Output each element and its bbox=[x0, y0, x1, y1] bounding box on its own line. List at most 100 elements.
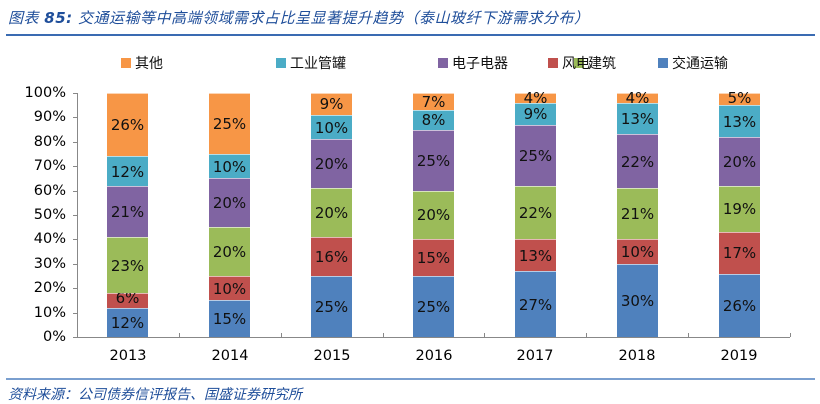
top-divider bbox=[6, 34, 815, 36]
bar-segment: 25% bbox=[209, 93, 250, 154]
bar-segment: 20% bbox=[311, 139, 352, 189]
y-tick-mark bbox=[73, 239, 77, 240]
y-tick-label: 30% bbox=[33, 256, 66, 272]
bar-segment: 23% bbox=[107, 236, 148, 294]
y-tick-mark bbox=[73, 288, 77, 289]
x-tick-mark bbox=[383, 333, 384, 337]
x-tick-label: 2016 bbox=[415, 348, 453, 364]
segment-value-label: 12% bbox=[110, 313, 145, 332]
segment-value-label: 20% bbox=[212, 194, 247, 213]
y-tick-mark bbox=[73, 142, 77, 143]
x-axis-line bbox=[77, 337, 790, 338]
segment-value-label: 22% bbox=[620, 152, 655, 171]
y-tick-label: 60% bbox=[33, 183, 66, 199]
x-tick-mark bbox=[688, 333, 689, 337]
segment-value-label: 9% bbox=[523, 105, 548, 124]
legend-label: 电子电器 bbox=[452, 56, 508, 72]
legend-swatch-icon bbox=[438, 58, 448, 68]
segment-value-label: 25% bbox=[518, 146, 553, 165]
bar-segment: 20% bbox=[413, 190, 454, 240]
segment-value-label: 15% bbox=[416, 249, 451, 268]
legend-label: 风电 bbox=[562, 56, 590, 72]
x-tick-mark bbox=[77, 333, 78, 337]
bar-segment: 13% bbox=[617, 102, 658, 135]
legend-label: 交通运输 bbox=[672, 56, 728, 72]
segment-value-label: 25% bbox=[416, 151, 451, 170]
segment-value-label: 26% bbox=[722, 296, 757, 315]
legend-swatch-icon bbox=[574, 58, 584, 68]
segment-value-label: 21% bbox=[620, 205, 655, 224]
bar-segment: 26% bbox=[719, 273, 760, 337]
y-axis-line bbox=[77, 93, 78, 337]
segment-value-label: 16% bbox=[314, 247, 349, 266]
bar-segment: 16% bbox=[311, 236, 352, 276]
bar-2018: 30% 10% 21% 22% 13% 4% bbox=[617, 0, 658, 404]
bar-segment: 25% bbox=[515, 124, 556, 186]
y-tick-mark bbox=[73, 215, 77, 216]
bar-segment: 21% bbox=[107, 185, 148, 237]
y-tick-label: 10% bbox=[33, 305, 66, 321]
figure-title-prefix: 图表 bbox=[8, 9, 40, 27]
x-tick-mark bbox=[281, 333, 282, 337]
chart-legend: 其他 工业管罐 电子电器 建筑 风电 交通运输 bbox=[0, 53, 820, 73]
segment-value-label: 10% bbox=[620, 243, 655, 262]
y-tick-mark bbox=[73, 337, 77, 338]
y-tick-mark bbox=[73, 313, 77, 314]
segment-value-label: 7% bbox=[421, 93, 446, 112]
bar-segment: 20% bbox=[719, 136, 760, 186]
bar-segment: 25% bbox=[413, 276, 454, 337]
bar-segment: 30% bbox=[617, 263, 658, 337]
x-tick-label: 2014 bbox=[211, 348, 249, 364]
bar-segment: 10% bbox=[209, 276, 250, 301]
legend-swatch-icon bbox=[658, 58, 668, 68]
x-tick-mark bbox=[790, 333, 791, 337]
bar-segment: 10% bbox=[311, 114, 352, 140]
segment-value-label: 4% bbox=[625, 89, 650, 107]
legend-item: 其他 bbox=[121, 53, 163, 73]
bar-segment: 27% bbox=[515, 271, 556, 337]
x-tick-label: 2019 bbox=[720, 348, 758, 364]
segment-value-label: 23% bbox=[110, 256, 145, 275]
bar-segment: 15% bbox=[413, 239, 454, 276]
x-tick-mark bbox=[179, 333, 180, 337]
segment-value-label: 13% bbox=[722, 112, 757, 131]
bar-segment: 15% bbox=[209, 300, 250, 337]
y-tick-label: 40% bbox=[33, 231, 66, 247]
bar-2013: 12% 6% 23% 21% 12% 26% bbox=[107, 0, 148, 404]
segment-value-label: 26% bbox=[110, 116, 145, 135]
segment-value-label: 25% bbox=[314, 298, 349, 316]
y-tick-mark bbox=[73, 93, 77, 94]
x-tick-mark bbox=[586, 333, 587, 337]
segment-value-label: 15% bbox=[212, 310, 247, 329]
bar-segment: 5% bbox=[719, 91, 760, 106]
bar-segment: 9% bbox=[515, 102, 556, 125]
segment-value-label: 10% bbox=[212, 279, 247, 298]
figure-title: 图表 85: 交通运输等中高端领域需求占比呈显著提升趋势（泰山玻纤下游需求分布） bbox=[8, 7, 589, 28]
bar-segment: 25% bbox=[413, 129, 454, 191]
legend-item: 电子电器 bbox=[438, 53, 508, 73]
y-tick-label: 90% bbox=[33, 109, 66, 125]
x-tick-mark bbox=[484, 333, 485, 337]
segment-value-label: 13% bbox=[620, 110, 655, 129]
segment-value-label: 25% bbox=[416, 298, 451, 316]
bar-segment: 13% bbox=[515, 239, 556, 272]
bar-segment: 13% bbox=[719, 105, 760, 137]
bar-2017: 27% 13% 22% 25% 9% 4% bbox=[515, 0, 556, 404]
bar-segment: 26% bbox=[107, 93, 148, 157]
legend-swatch-icon bbox=[276, 58, 286, 68]
legend-item: 风电 bbox=[548, 53, 590, 73]
segment-value-label: 30% bbox=[620, 291, 655, 310]
y-tick-mark bbox=[73, 191, 77, 192]
bar-2016: 25% 15% 20% 25% 8% 7% bbox=[413, 0, 454, 404]
bar-segment: 22% bbox=[515, 185, 556, 240]
bar-segment: 17% bbox=[719, 232, 760, 274]
bar-2015: 25% 16% 20% 20% 10% 9% bbox=[311, 0, 352, 404]
segment-value-label: 17% bbox=[722, 244, 757, 263]
y-tick-label: 0% bbox=[42, 329, 66, 345]
segment-value-label: 22% bbox=[518, 204, 553, 223]
legend-item: 交通运输 bbox=[658, 53, 728, 73]
segment-value-label: 10% bbox=[212, 157, 247, 176]
bar-segment: 19% bbox=[719, 185, 760, 233]
segment-value-label: 4% bbox=[523, 89, 548, 107]
